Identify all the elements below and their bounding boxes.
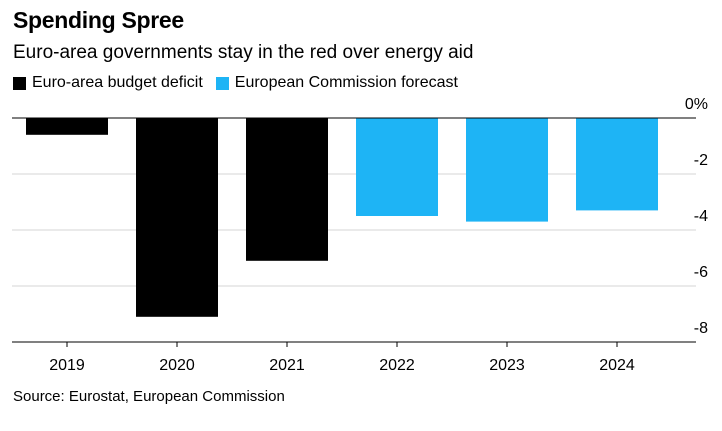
y-tick-label: -4 (694, 208, 708, 225)
x-tick-label: 2020 (159, 357, 195, 374)
chart-legend: Euro-area budget deficit European Commis… (13, 74, 471, 92)
bar (466, 118, 548, 222)
chart-title: Spending Spree (13, 7, 184, 33)
bar (26, 118, 108, 135)
bar (246, 118, 328, 261)
bar (136, 118, 218, 317)
y-tick-label: -6 (694, 264, 708, 281)
x-tick-label: 2023 (489, 357, 525, 374)
x-tick-label: 2021 (269, 357, 305, 374)
bar (576, 118, 658, 211)
legend-label-deficit: Euro-area budget deficit (32, 74, 203, 91)
legend-item-deficit: Euro-area budget deficit (13, 74, 203, 92)
legend-swatch-forecast (215, 76, 229, 90)
x-tick-label: 2022 (379, 357, 415, 374)
chart-subtitle: Euro-area governments stay in the red ov… (13, 42, 474, 63)
bar (356, 118, 438, 216)
y-tick-label: -8 (694, 320, 708, 337)
legend-label-forecast: European Commission forecast (234, 74, 458, 91)
legend-item-forecast: European Commission forecast (215, 74, 458, 92)
x-tick-label: 2024 (599, 357, 635, 374)
chart-source: Source: Eurostat, European Commission (13, 388, 285, 405)
y-tick-label: 0% (685, 96, 708, 113)
y-tick-label: -2 (694, 152, 708, 169)
x-tick-label: 2019 (49, 357, 85, 374)
legend-swatch-deficit (13, 76, 26, 90)
